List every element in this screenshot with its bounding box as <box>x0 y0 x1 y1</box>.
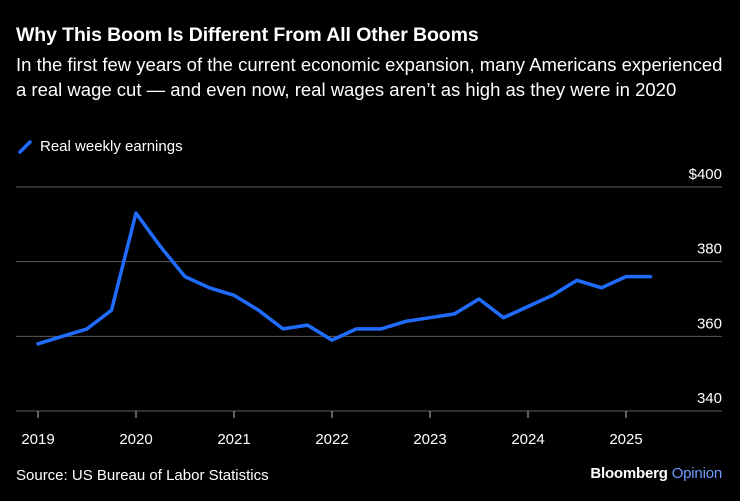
x-tick-label: 2020 <box>119 431 152 448</box>
x-tick-label: 2022 <box>315 431 348 448</box>
x-tick-label: 2023 <box>413 431 446 448</box>
line-chart: 340 360 380 $400 2019 2020 2021 2022 2023 2024 202… <box>16 166 722 448</box>
brand-logo: Bloomberg Opinion <box>590 465 722 482</box>
x-tick-label: 2019 <box>21 431 54 448</box>
y-tick-label: 360 <box>697 315 722 332</box>
y-tick-label: $400 <box>689 166 722 183</box>
chart-subtitle: In the first few years of the current ec… <box>16 54 723 100</box>
x-tick-label: 2024 <box>511 431 544 448</box>
legend-label: Real weekly earnings <box>40 138 183 155</box>
y-tick-label: 380 <box>697 241 722 258</box>
legend-swatch-icon <box>18 139 32 154</box>
chart-title: Why This Boom Is Different From All Othe… <box>16 24 479 46</box>
x-tick-label: 2021 <box>217 431 250 448</box>
y-tick-label: 340 <box>697 390 722 407</box>
x-tick-label: 2025 <box>609 431 642 448</box>
source-note: Source: US Bureau of Labor Statistics <box>16 467 269 484</box>
legend: Real weekly earnings <box>18 138 183 155</box>
series-line <box>36 211 653 346</box>
